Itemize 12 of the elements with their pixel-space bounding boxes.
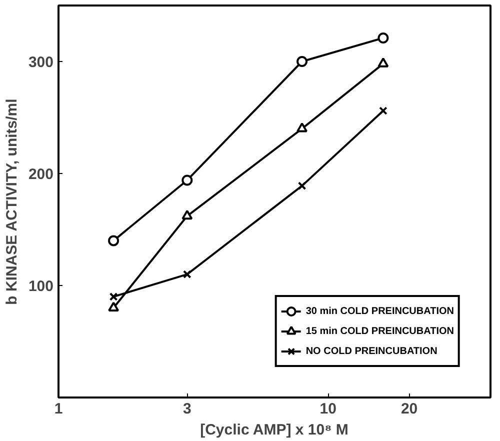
y-axis-title: b KINASE ACTIVITY, units/ml	[3, 98, 20, 305]
x-tick-label: 10	[320, 400, 336, 418]
x-tick-label: 1	[54, 400, 63, 418]
x-tick-label: 20	[400, 400, 418, 418]
x-axis-title: [Cyclic AMP] x 10⁸ M	[200, 422, 348, 438]
y-tick-label: 100	[28, 278, 54, 295]
x-tick-label: 3	[182, 400, 192, 418]
y-tick-label: 300	[28, 54, 54, 71]
legend-label: NO COLD PREINCUBATION	[306, 346, 438, 356]
legend-label: 30 min COLD PREINCUBATION	[306, 306, 454, 316]
y-tick-label: 200	[28, 166, 54, 183]
legend-label: 15 min COLD PREINCUBATION	[306, 326, 454, 336]
